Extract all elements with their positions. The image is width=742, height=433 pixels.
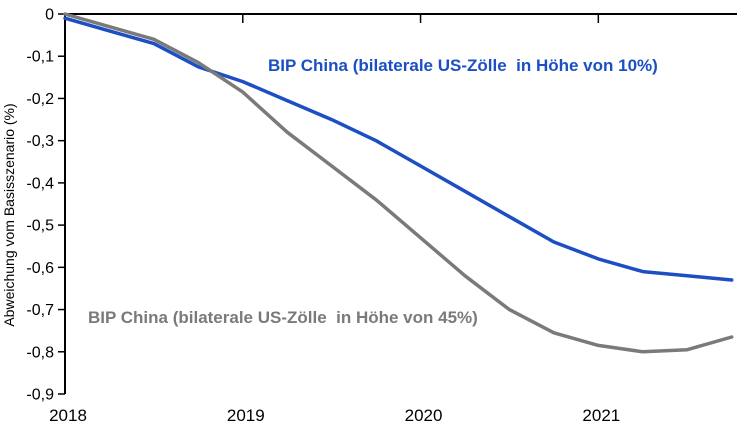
y-tick-label: -0,3 (26, 133, 54, 150)
y-tick-label: -0,5 (26, 218, 54, 235)
y-tick-label: -0,2 (26, 91, 54, 108)
series-line-tariff-10pct (63, 16, 734, 282)
series-label-tariff-10pct: BIP China (bilaterale US-Zölle in Höhe v… (268, 56, 658, 75)
x-tick-label: 2020 (405, 406, 443, 425)
y-tick-label: -0,4 (26, 175, 54, 192)
y-tick-label: -0,8 (26, 344, 54, 361)
y-axis-title: Abweichung vom Basisszenario (%) (1, 103, 17, 326)
axes-layer: 0 -0,1 -0,2 -0,3 -0,4 -0,5 -0,6 -0,7 -0,8 -0,9 201… (26, 7, 737, 425)
x-tick-label: 2019 (227, 406, 265, 425)
series-layer (63, 12, 734, 354)
y-tick-label: 0 (45, 7, 54, 24)
x-tick-label: 2021 (582, 406, 620, 425)
y-tick-label: -0,1 (26, 49, 54, 66)
series-line-tariff-45pct (63, 12, 734, 354)
y-tick-label: -0,9 (26, 387, 54, 404)
y-tick-label: -0,6 (26, 260, 54, 277)
series-label-tariff-45pct: BIP China (bilaterale US-Zölle in Höhe v… (88, 308, 478, 327)
x-tick-label: 2018 (49, 406, 87, 425)
y-tick-label: -0,7 (26, 302, 54, 319)
